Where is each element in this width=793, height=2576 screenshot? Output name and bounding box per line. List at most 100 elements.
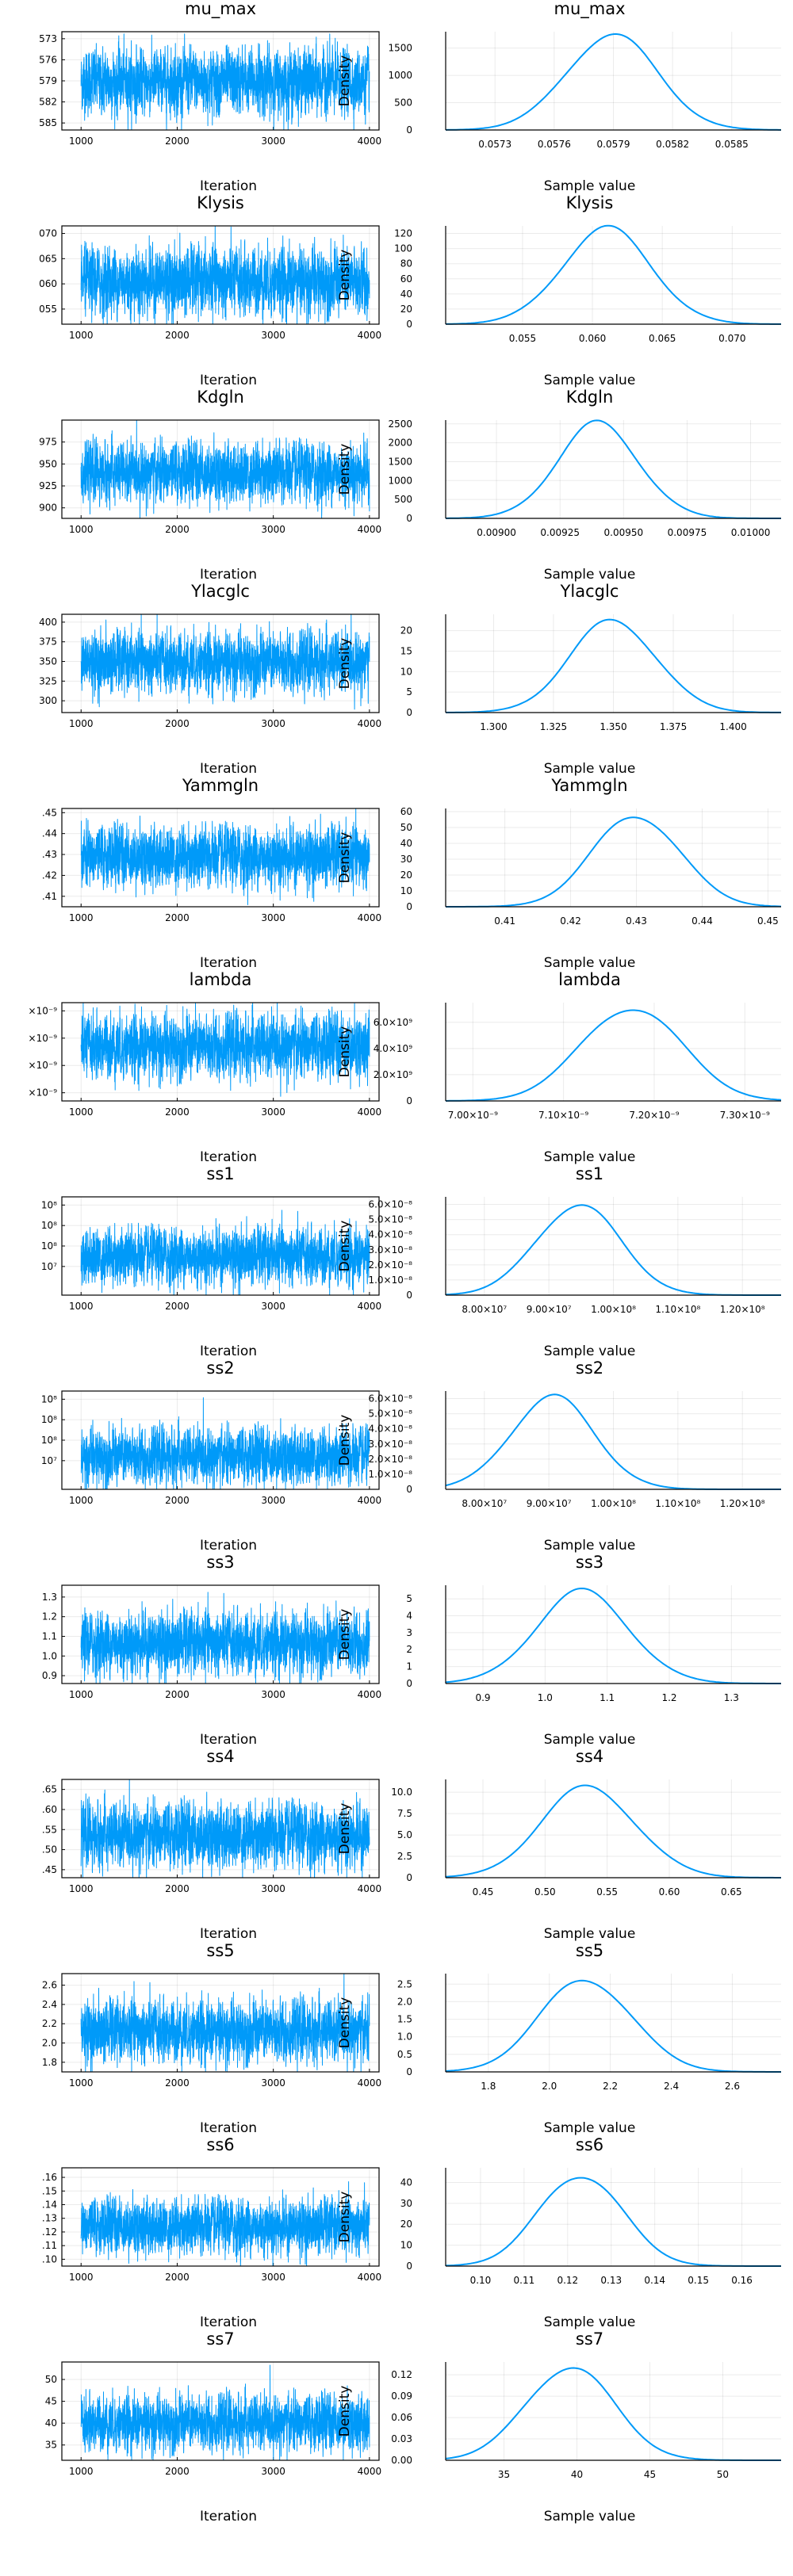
trace-frame <box>61 808 380 908</box>
trace-frame <box>61 2361 380 2461</box>
y-tick-label: 0 <box>406 319 412 330</box>
y-tick-label: 5.0×10⁻⁸ <box>368 1214 412 1225</box>
density-panel-ss6: ss6 0.10 0.11 0.12 0.13 0.14 0.15 0.16 0 10 20 30 40… <box>337 2135 781 2330</box>
x-tick-label: 1000 <box>69 524 94 535</box>
y-tick-label: 60 <box>400 806 412 817</box>
x-axis-label: Sample value <box>544 955 636 971</box>
trace-line <box>80 419 370 519</box>
y-tick-label: 0 <box>406 1290 412 1301</box>
row-ss3: ss3 1000 2000 3000 4000 1.3 1.2 1.1 1.0 0.9 Iterat… <box>42 1553 781 1748</box>
x-tick-label: 7.10×10⁻⁹ <box>538 1110 588 1121</box>
x-tick-label: 0.01000 <box>731 527 771 538</box>
y-tick-label: 1500 <box>388 456 412 467</box>
density-panel-mu_max: mu_max 0.0573 0.0576 0.0579 0.0582 0.0585 0 500… <box>337 0 781 194</box>
x-tick-label: 3000 <box>261 330 285 341</box>
trace-panel-ss1: ss1 1000 2000 3000 4000 10⁸ 10⁸ 10⁸ 10⁷ Iteration <box>41 1164 381 1359</box>
trace-line <box>80 2181 370 2267</box>
y-tick-label: 20 <box>400 869 412 881</box>
x-tick-label: 0.0582 <box>656 139 689 150</box>
x-tick-label: 2.0 <box>542 2081 557 2092</box>
y-tick-label: 325 <box>39 675 57 686</box>
x-tick-label: 3000 <box>261 1495 285 1506</box>
x-tick-label: 0.42 <box>560 915 581 927</box>
y-tick-label: .42 <box>42 869 57 881</box>
x-tick-label: 0.00925 <box>540 527 580 538</box>
y-tick-label: 350 <box>39 656 57 667</box>
x-tick-label: 0.9 <box>475 1692 490 1703</box>
x-tick-label: 1.20×10⁸ <box>720 1498 765 1509</box>
density-panel-ss4: ss4 0.45 0.50 0.55 0.60 0.65 0 2.5 5.0 7.5 10.0 Sam… <box>337 1747 781 1942</box>
x-tick-label: 0.55 <box>596 1886 618 1898</box>
y-tick-label: 10 <box>400 2240 412 2251</box>
density-panel-ss2: ss2 8.00×10⁷ 9.00×10⁷ 1.00×10⁸ 1.10×10⁸ 1.20×… <box>337 1359 781 1554</box>
trace-panel-ss2: ss2 1000 2000 3000 4000 10⁸ 10⁸ 10⁸ 10⁷ Iteration <box>41 1359 381 1554</box>
x-axis-label: Iteration <box>200 1732 257 1748</box>
y-tick-label: 055 <box>39 304 57 315</box>
y-tick-label: 100 <box>394 243 412 254</box>
y-tick-label: .43 <box>42 849 57 860</box>
y-tick-label: 10 <box>400 666 412 677</box>
y-tick-label: 80 <box>400 258 412 269</box>
trace-title: lambda <box>190 970 252 989</box>
x-tick-label: 1.00×10⁸ <box>591 1304 636 1315</box>
row-Ylacglc: Ylacglc 1000 2000 3000 4000 400 375 350 325 300 It… <box>39 582 781 777</box>
density-title: ss4 <box>576 1747 603 1766</box>
x-tick-label: 1000 <box>69 136 94 147</box>
density-curve <box>446 618 781 713</box>
x-tick-label: 1.325 <box>540 721 567 732</box>
x-tick-label: 0.00950 <box>604 527 644 538</box>
density-panel-ss7: ss7 35 40 45 50 0.00 0.03 0.06 0.09 0.12 Sample va… <box>337 2329 781 2524</box>
density-axis-label: Density <box>337 1221 353 1272</box>
y-tick-label: 45 <box>45 2396 57 2407</box>
y-tick-label: 10⁸ <box>41 1414 57 1425</box>
y-tick-label: 2.0×10⁻⁸ <box>368 1454 412 1465</box>
x-tick-label: 2000 <box>165 524 190 535</box>
x-tick-label: 2000 <box>165 2077 190 2089</box>
y-tick-label: .44 <box>42 828 57 839</box>
x-tick-label: 0.14 <box>644 2275 665 2286</box>
x-tick-label: 2000 <box>165 718 190 729</box>
y-tick-label: 400 <box>39 617 57 628</box>
y-tick-label: 950 <box>39 458 57 469</box>
density-curve <box>445 1587 781 1684</box>
x-tick-label: 2000 <box>165 912 190 923</box>
y-tick-label: 975 <box>39 437 57 448</box>
y-tick-label: 50 <box>400 822 412 833</box>
x-tick-label: 1.400 <box>719 721 746 732</box>
trace-panel-lambda: lambda 1000 2000 3000 4000 ×10⁻⁹ ×10⁻⁹ ×10⁻⁹ ×10… <box>29 970 382 1165</box>
y-tick-label: 3.0×10⁻⁸ <box>368 1244 412 1256</box>
y-tick-label: 1.5 <box>397 2014 412 2025</box>
density-axis-label: Density <box>337 1609 353 1661</box>
x-tick-label: 0.65 <box>721 1886 742 1898</box>
x-tick-label: 50 <box>717 2469 729 2480</box>
y-tick-label: ×10⁻⁹ <box>29 1087 58 1099</box>
trace-line <box>80 1210 370 1296</box>
y-tick-label: 6.0×10⁻⁸ <box>368 1393 412 1405</box>
x-tick-label: 3000 <box>261 2272 285 2283</box>
x-tick-label: 2.4 <box>664 2081 679 2092</box>
trace-title: mu_max <box>185 0 256 19</box>
x-axis-label: Iteration <box>200 1538 257 1554</box>
x-tick-label: 0.11 <box>514 2275 535 2286</box>
x-tick-label: 1.10×10⁸ <box>655 1304 700 1315</box>
trace-line <box>80 1397 370 1490</box>
y-tick-label: 2000 <box>388 438 412 449</box>
y-tick-label: 10⁸ <box>41 1240 57 1252</box>
x-tick-label: 40 <box>571 2469 583 2480</box>
x-tick-label: 4000 <box>358 2077 382 2089</box>
y-tick-label: 1500 <box>388 43 412 54</box>
density-curve <box>445 32 781 131</box>
density-panel-Klysis: Klysis 0.055 0.060 0.065 0.070 0 20 40 60 80 100 12… <box>337 193 781 388</box>
density-curve <box>446 1009 782 1102</box>
y-tick-label: 5 <box>406 1593 412 1604</box>
y-tick-label: 40 <box>45 2417 57 2429</box>
y-tick-label: 10⁸ <box>41 1393 57 1405</box>
x-tick-label: 0.0573 <box>478 139 511 150</box>
trace-frame <box>61 1779 380 1878</box>
density-curve <box>445 1979 781 2073</box>
x-tick-label: 45 <box>644 2469 656 2480</box>
x-tick-label: 1.20×10⁸ <box>720 1304 765 1315</box>
y-tick-label: 1000 <box>388 475 412 486</box>
trace-panel-Kdgln: Kdgln 1000 2000 3000 4000 975 950 925 900 Iterati… <box>39 388 381 583</box>
